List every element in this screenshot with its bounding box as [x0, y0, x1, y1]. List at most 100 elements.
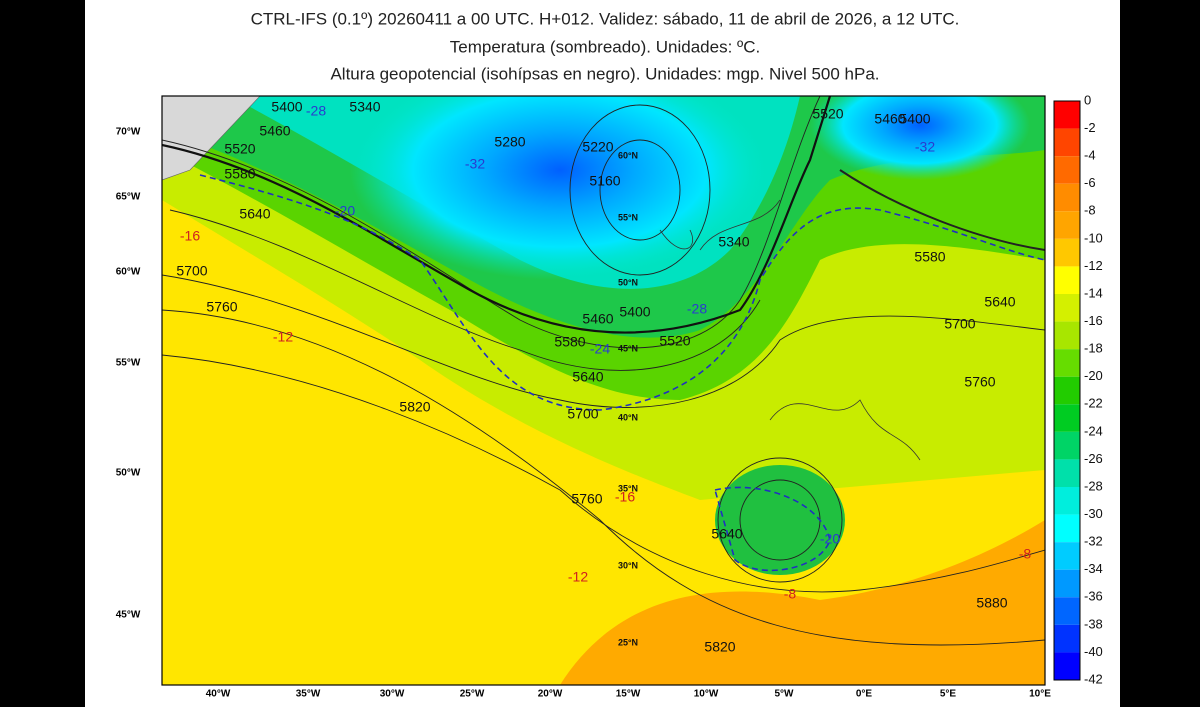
colorbar-swatch	[1054, 349, 1080, 377]
temperature-label: -12	[568, 569, 588, 585]
contour-label: 5640	[711, 526, 742, 542]
contour-label: 5640	[239, 206, 270, 222]
contour-label: 5520	[812, 106, 843, 122]
map-area	[162, 96, 1045, 685]
colorbar-swatch	[1054, 238, 1080, 267]
contour-label: 5760	[206, 299, 237, 315]
lat-label: 60°W	[116, 267, 141, 278]
contour-label: 5760	[964, 374, 995, 390]
colorbar-swatch	[1054, 459, 1080, 487]
lon-label: 10°E	[1029, 689, 1051, 700]
colorbar-swatch	[1054, 294, 1080, 322]
left-bar	[0, 0, 85, 707]
lat-label: 45°W	[116, 610, 141, 621]
temperature-label: -32	[465, 156, 485, 172]
colorbar-swatch	[1054, 597, 1080, 625]
colorbar-swatch	[1054, 624, 1080, 653]
colorbar-label: -4	[1084, 148, 1096, 163]
colorbar-swatch	[1054, 404, 1080, 432]
temperature-label: -16	[615, 489, 635, 505]
colorbar-swatch	[1054, 211, 1080, 239]
lon-label: 20°W	[538, 689, 563, 700]
contours	[162, 96, 1045, 646]
colorbar-swatch	[1054, 128, 1080, 157]
contour-label: 5220	[582, 139, 613, 155]
right-bar	[1120, 0, 1200, 707]
contour-label: 5580	[554, 334, 585, 350]
temperature-label: -8	[784, 586, 797, 602]
lon-label: 30°W	[380, 689, 405, 700]
contour-label: 5460	[259, 123, 290, 139]
colorbar-swatch	[1054, 321, 1080, 350]
title-line: Temperatura (sombreado). Unidades: ºC.	[450, 37, 760, 56]
colorbar-label: -34	[1084, 561, 1103, 576]
lat-label: 65°W	[116, 192, 141, 203]
contour-label: 5820	[704, 639, 735, 655]
colorbar-swatch	[1054, 266, 1080, 294]
colorbar-frame	[1053, 100, 1081, 681]
temperature-label: -28	[687, 301, 707, 317]
contour-label: 5160	[589, 173, 620, 189]
colorbar-label: -12	[1084, 258, 1103, 273]
lon-label: 15°W	[616, 689, 641, 700]
contour-label: 5640	[984, 294, 1015, 310]
contour-label: 5400	[619, 304, 650, 320]
colorbar-swatch	[1054, 542, 1080, 570]
temperature-label: -20	[820, 531, 840, 547]
colorbar-label: -28	[1084, 478, 1103, 493]
colorbar-swatch	[1054, 156, 1080, 184]
lon-label: 5°E	[940, 689, 957, 700]
colorbar-label: -42	[1084, 671, 1103, 686]
temperature-label: -8	[1019, 546, 1032, 562]
colorbar-label: -40	[1084, 644, 1103, 659]
colorbar-label: -8	[1084, 203, 1096, 218]
lon-label: 40°W	[206, 689, 231, 700]
grid-label: 40°N	[618, 412, 638, 422]
contour-label: 5340	[349, 99, 380, 115]
grid-label: 55°N	[618, 212, 638, 222]
colorbar-swatch	[1054, 569, 1080, 598]
grid-label: 50°N	[618, 277, 638, 287]
colorbar-swatch	[1054, 101, 1080, 129]
title-line: Altura geopotencial (isohípsas en negro)…	[330, 64, 879, 83]
contour-label: 5700	[176, 263, 207, 279]
lon-label: 10°W	[694, 689, 719, 700]
colorbar-label: -10	[1084, 230, 1103, 245]
contour-label: 5520	[659, 333, 690, 349]
contour-label: 5340	[718, 234, 749, 250]
contour-label: 5880	[976, 595, 1007, 611]
lon-label: 25°W	[460, 689, 485, 700]
contour-label: 5580	[224, 166, 255, 182]
colorbar-label: -38	[1084, 616, 1103, 631]
colorbar-label: -32	[1084, 534, 1103, 549]
temperature-label: -12	[273, 329, 293, 345]
contour-label: 5760	[571, 491, 602, 507]
colorbar-label: -24	[1084, 423, 1103, 438]
contour-label: 5820	[399, 399, 430, 415]
map-frame	[161, 95, 1046, 686]
grid-label: 25°N	[618, 637, 638, 647]
colorbar-swatch	[1054, 376, 1080, 405]
colorbar-swatch	[1054, 652, 1080, 680]
contour-label: 5400	[271, 99, 302, 115]
colorbar-label: 0	[1084, 92, 1091, 107]
colorbar-label: -30	[1084, 506, 1103, 521]
contour-label: 5400	[899, 111, 930, 127]
contour-label: 5700	[567, 406, 598, 422]
grid-label: 35°N	[618, 483, 638, 493]
grid-label: 30°N	[618, 560, 638, 570]
colorbar-swatch	[1054, 183, 1080, 212]
temperature-label: -20	[335, 203, 355, 219]
contour-label: 5460	[582, 311, 613, 327]
contour-label: 5460	[874, 111, 905, 127]
contour-label: 5580	[914, 249, 945, 265]
contour-label: 5700	[944, 316, 975, 332]
contour-label: 5640	[572, 369, 603, 385]
colorbar-label: -14	[1084, 285, 1103, 300]
lat-label: 50°W	[116, 468, 141, 479]
temperature-label: -32	[915, 139, 935, 155]
title-line: CTRL-IFS (0.1º) 20260411 a 00 UTC. H+012…	[251, 9, 960, 28]
lon-label: 0°E	[856, 689, 873, 700]
